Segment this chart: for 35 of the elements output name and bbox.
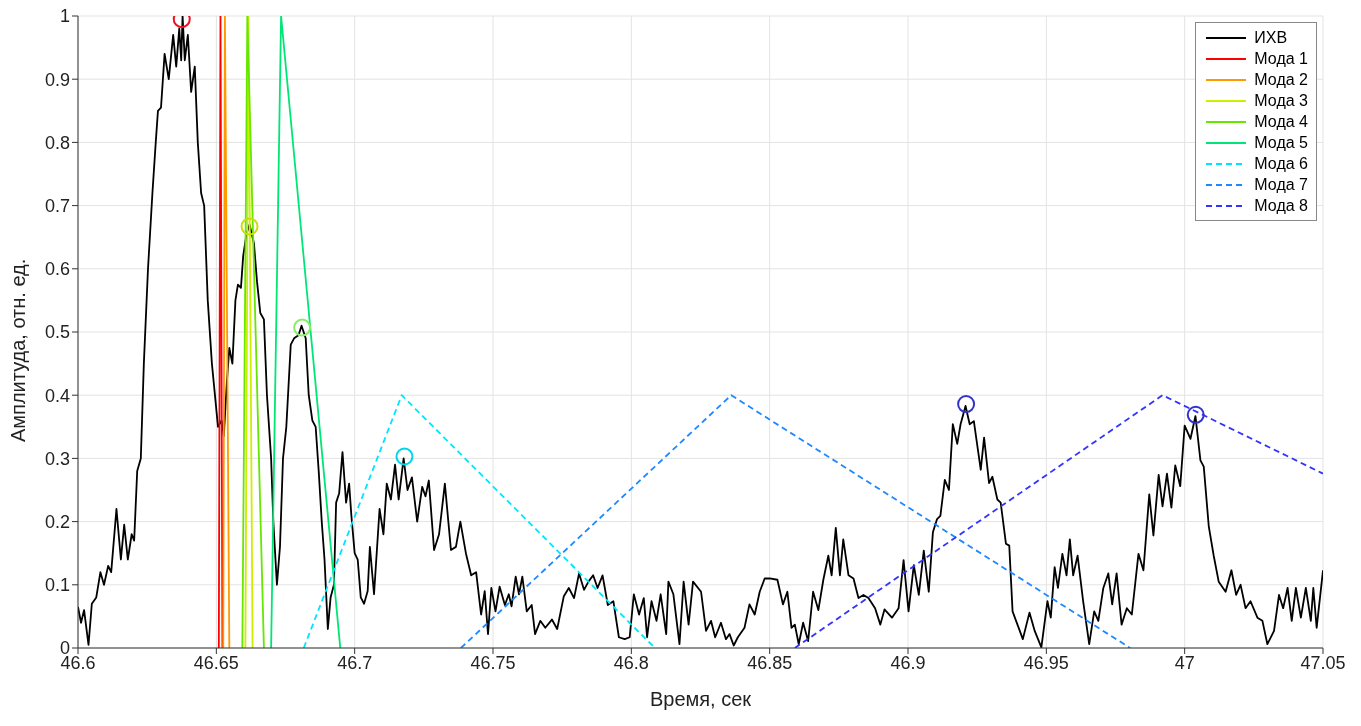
y-tick-label: 0.2 — [44, 511, 70, 532]
point — [1186, 405, 1205, 424]
x-tick-label: 46.95 — [1023, 652, 1069, 673]
legend-label: Мода 8 — [1254, 196, 1308, 215]
legend-label: Мода 5 — [1254, 133, 1308, 152]
x-tick-label: 46.65 — [193, 652, 239, 673]
point — [240, 217, 259, 236]
point — [957, 395, 976, 414]
x-axis-title: Время, сек — [649, 688, 752, 710]
y-tick-label: 0.6 — [44, 259, 70, 280]
legend-label: Мода 3 — [1254, 91, 1308, 110]
y-tick-label: 0.4 — [44, 385, 70, 406]
legend-label: Мода 7 — [1254, 175, 1308, 194]
x-tick-label: 46.75 — [470, 652, 516, 673]
y-tick-label: 0.8 — [44, 132, 70, 153]
y-axis-title: Амплитуда, отн. ед. — [7, 258, 30, 442]
legend-label: ИХВ — [1254, 28, 1288, 47]
x-tick-label: 47 — [1174, 652, 1195, 673]
legend-label: Мода 2 — [1254, 70, 1308, 89]
legend-label: Мода 4 — [1254, 112, 1308, 131]
y-tick-label: 0.9 — [44, 69, 70, 90]
y-tick-label: 1 — [59, 6, 70, 27]
x-tick-label: 46.8 — [613, 652, 649, 673]
x-tick-label: 46.85 — [747, 652, 793, 673]
point — [395, 447, 414, 466]
x-tick-label: 46.7 — [337, 652, 373, 673]
y-tick-label: 0.3 — [44, 448, 70, 469]
y-tick-label: 0.5 — [44, 322, 70, 343]
x-tick-label: 47.05 — [1300, 652, 1346, 673]
y-tick-label: 0.7 — [44, 195, 70, 216]
y-tick-label: 0.1 — [44, 575, 70, 596]
x-tick-label: 46.9 — [890, 652, 926, 673]
point — [293, 318, 312, 337]
legend-label: Мода 1 — [1254, 49, 1308, 68]
legend-label: Мода 6 — [1254, 154, 1308, 173]
